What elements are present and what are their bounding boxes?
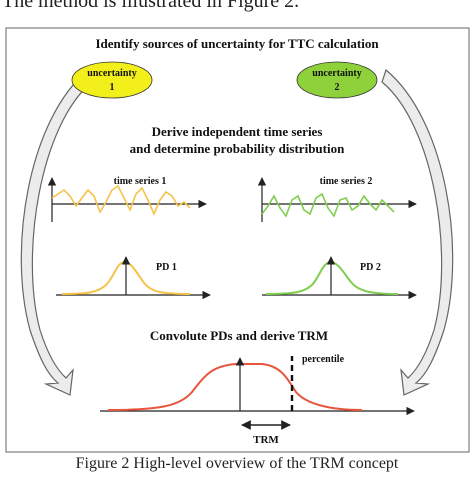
uncertainty-1-label: uncertainty: [87, 68, 136, 79]
uncertainty-2-number: 2: [335, 82, 340, 93]
uncertainty-1-number: 1: [110, 82, 115, 93]
intro-text: The method is illustrated in Figure 2.: [2, 0, 300, 12]
heading-middle-line-2: and determine probability distribution: [130, 141, 345, 156]
pd2-label: PD 2: [360, 262, 381, 273]
right-curved-arrow: [381, 68, 454, 396]
time-series-1-label: time series 1: [114, 176, 167, 187]
percentile-label: percentile: [302, 354, 345, 365]
heading-middle-line-1: Derive independent time series: [152, 124, 323, 139]
heading-bottom: Convolute PDs and derive TRM: [150, 328, 328, 343]
time-series-2-label: time series 2: [320, 176, 373, 187]
uncertainty-1-ellipse: [71, 61, 153, 99]
result-curve: [107, 363, 363, 411]
left-curved-arrow: [20, 68, 93, 396]
ts1-curve: [51, 184, 191, 217]
diagram-frame: [5, 27, 470, 453]
trm-label: TRM: [253, 434, 279, 446]
uncertainty-2-label: uncertainty: [312, 68, 361, 79]
figure-caption: Figure 2 High-level overview of the TRM …: [75, 455, 399, 472]
pd1-label: PD 1: [156, 262, 177, 273]
uncertainty-2-ellipse: [296, 61, 378, 99]
ts2-curve: [261, 192, 395, 218]
heading-top: Identify sources of uncertainty for TTC …: [95, 36, 379, 51]
